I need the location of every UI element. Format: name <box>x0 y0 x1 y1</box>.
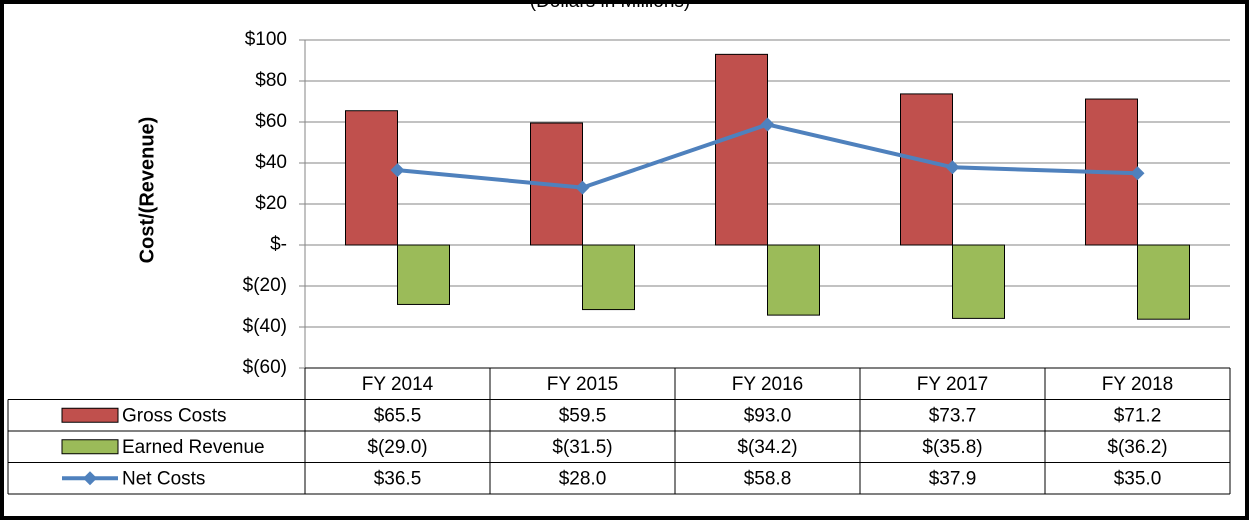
data-label: $(29.0) <box>367 437 427 458</box>
y-tick-label: $(20) <box>243 275 287 296</box>
data-label: $58.8 <box>744 468 792 489</box>
data-label: $73.7 <box>929 405 977 426</box>
line-marker <box>1130 166 1145 181</box>
data-label: $93.0 <box>744 405 792 426</box>
bar <box>952 244 1005 319</box>
legend-key <box>83 471 97 486</box>
data-label: $59.5 <box>559 405 607 426</box>
y-tick-label: $40 <box>255 152 287 173</box>
data-label: $(31.5) <box>552 437 612 458</box>
data-label: $(34.2) <box>737 437 797 458</box>
chart-subtitle: (Dollars in Millions) <box>530 0 690 12</box>
data-label: $65.5 <box>374 405 422 426</box>
y-tick-label: $(40) <box>243 316 287 337</box>
x-tick-label: FY 2016 <box>732 374 803 395</box>
bar <box>345 110 398 246</box>
y-tick-label: $60 <box>255 111 287 132</box>
y-tick-label: $80 <box>255 70 287 91</box>
y-tick-label: $20 <box>255 193 287 214</box>
data-label: $36.5 <box>374 468 422 489</box>
data-label: $71.2 <box>1114 405 1162 426</box>
legend-key <box>61 407 119 423</box>
data-label: $(35.8) <box>922 437 982 458</box>
legend-label: Gross Costs <box>122 405 227 426</box>
y-tick-label: $- <box>270 234 287 255</box>
x-tick-label: FY 2018 <box>1102 374 1173 395</box>
bar <box>582 244 635 311</box>
bar <box>715 53 768 246</box>
legend-label: Net Costs <box>122 468 205 489</box>
legend-key <box>61 439 119 455</box>
line-marker <box>760 117 775 132</box>
data-label: $28.0 <box>559 468 607 489</box>
line-marker <box>945 160 960 175</box>
bar <box>1137 244 1190 320</box>
x-tick-label: FY 2014 <box>362 374 434 395</box>
legend-label: Earned Revenue <box>122 437 265 458</box>
data-label: $35.0 <box>1114 468 1162 489</box>
x-tick-label: FY 2017 <box>917 374 988 395</box>
x-tick-label: FY 2015 <box>547 374 618 395</box>
bar <box>397 244 450 305</box>
data-label: $(36.2) <box>1107 437 1167 458</box>
y-tick-label: $100 <box>245 29 287 50</box>
bar <box>900 93 953 246</box>
line-marker <box>575 180 590 195</box>
data-label: $37.9 <box>929 468 977 489</box>
line-marker <box>390 163 405 178</box>
bar <box>767 244 820 316</box>
y-axis-title: Cost/(Revenue) <box>136 117 158 264</box>
y-tick-label: $(60) <box>243 357 287 378</box>
